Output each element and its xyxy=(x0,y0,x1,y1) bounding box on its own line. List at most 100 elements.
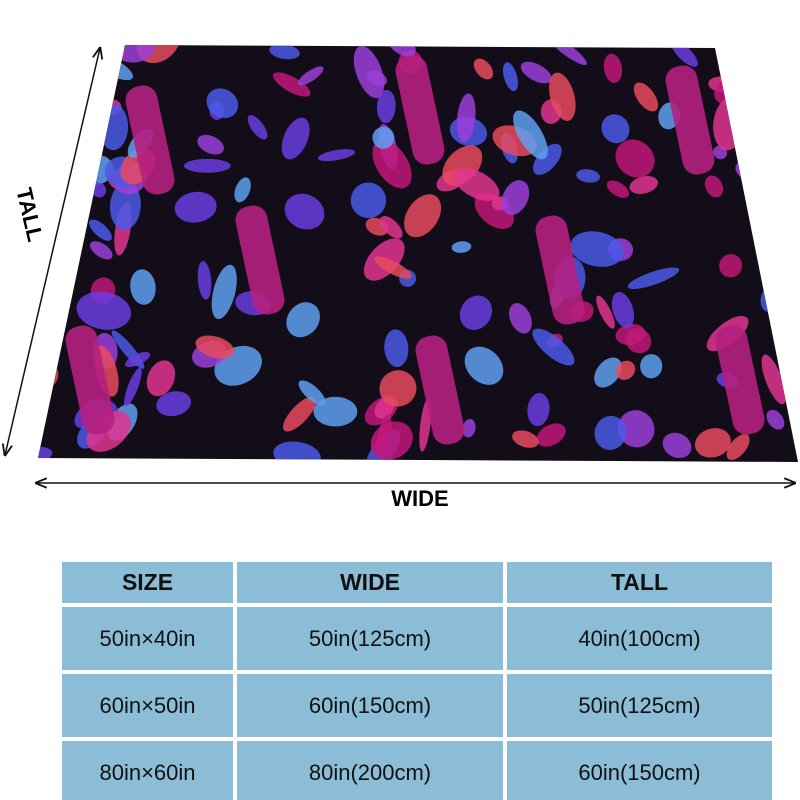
pattern-shape xyxy=(183,158,231,173)
tall-arrow xyxy=(5,48,100,455)
pattern-shape xyxy=(211,264,237,320)
wide-label: WIDE xyxy=(391,486,448,511)
pattern-shape xyxy=(297,66,324,86)
pattern-shape xyxy=(662,432,692,459)
pattern-shape xyxy=(404,194,442,238)
pattern-shape xyxy=(735,154,787,184)
pattern-shape xyxy=(146,360,176,397)
pattern-shape xyxy=(281,117,310,160)
pattern-shape xyxy=(298,380,326,406)
table-cell: 40in(100cm) xyxy=(507,607,772,670)
pattern-shape xyxy=(353,45,385,99)
pattern-squid xyxy=(125,85,175,195)
table-cell: 50in×40in xyxy=(62,607,233,670)
pattern-shape xyxy=(73,124,97,145)
pattern-shape xyxy=(459,295,493,330)
pattern-shape xyxy=(576,169,601,183)
table-cell: 50in(125cm) xyxy=(237,607,503,670)
pattern-shape xyxy=(372,126,395,149)
pattern-shape xyxy=(384,329,409,367)
pattern-shape xyxy=(282,396,317,432)
pattern-squid xyxy=(415,335,465,445)
pattern-shape xyxy=(130,269,156,305)
pattern-shape xyxy=(197,134,225,155)
pattern-shape xyxy=(38,98,57,137)
pattern-squid xyxy=(235,205,285,315)
pattern-shape xyxy=(284,193,325,230)
pattern-shape xyxy=(125,352,151,367)
pattern-shape xyxy=(386,45,416,57)
pattern-shape xyxy=(317,149,356,162)
pattern-shape xyxy=(247,115,268,140)
pattern-shape xyxy=(772,223,798,250)
pattern-shape xyxy=(512,430,539,448)
pattern-shape xyxy=(726,434,750,460)
pattern-squid xyxy=(395,55,445,165)
pattern-squid xyxy=(535,215,585,325)
pattern-shape xyxy=(615,360,636,380)
pattern-shape xyxy=(462,419,476,438)
table-cell: 50in(125cm) xyxy=(507,674,772,737)
pattern-shape xyxy=(509,303,532,334)
table-cell: WIDE xyxy=(237,562,503,603)
pattern-shape xyxy=(87,114,106,145)
pattern-shape xyxy=(748,45,775,51)
pattern-shape xyxy=(374,256,412,279)
pattern-shape xyxy=(766,409,785,430)
pattern-shape xyxy=(532,143,562,175)
pattern-shape xyxy=(617,410,655,448)
pattern-shape xyxy=(501,180,530,215)
pattern-shape xyxy=(527,392,550,427)
pattern-squid xyxy=(665,65,715,175)
table-cell: TALL xyxy=(507,562,772,603)
pattern-shape xyxy=(195,335,235,359)
pattern-shape xyxy=(694,428,731,458)
tall-label: TALL xyxy=(11,185,48,244)
pattern-shape xyxy=(548,72,576,121)
pattern-shape xyxy=(611,292,635,328)
pattern-shape xyxy=(615,139,655,178)
pattern-shape xyxy=(380,216,403,239)
pattern-shape xyxy=(615,323,646,346)
pattern-shape xyxy=(570,231,624,267)
pattern-shape xyxy=(594,357,622,388)
pattern-shape xyxy=(594,415,627,450)
pattern-shape xyxy=(704,175,724,198)
pattern-shape xyxy=(453,168,500,201)
table-cell: 60in(150cm) xyxy=(507,741,772,800)
pattern-shape xyxy=(762,177,798,215)
pattern-shape xyxy=(606,180,630,198)
pattern-shape xyxy=(473,58,494,80)
table-cell: 60in(150cm) xyxy=(237,674,503,737)
table-cell: 60in×50in xyxy=(62,674,233,737)
pattern-shape xyxy=(719,254,743,278)
pattern-shape xyxy=(640,354,663,379)
table-cell: SIZE xyxy=(62,562,233,603)
pattern-shape xyxy=(596,295,615,329)
pattern-shape xyxy=(629,176,658,194)
pattern-shape xyxy=(520,61,552,84)
pattern-shape xyxy=(502,62,518,92)
pattern-shape xyxy=(79,79,99,94)
table-cell: 80in(200cm) xyxy=(237,741,503,800)
pattern-shape xyxy=(627,267,680,289)
pattern-shape xyxy=(536,423,566,447)
pattern-shape xyxy=(372,140,412,189)
pattern-shape xyxy=(545,45,587,66)
pattern-shape xyxy=(197,260,212,300)
pattern-shape xyxy=(603,53,623,83)
pattern-shape xyxy=(532,328,575,366)
pattern-shape xyxy=(771,110,790,121)
blanket-diagram: TALL WIDE xyxy=(0,45,798,511)
pattern-shape xyxy=(464,346,504,385)
pattern-shape xyxy=(376,89,396,124)
size-table: SIZE WIDE TALL 50in×40in 50in(125cm) 40in(100… xyxy=(62,562,772,800)
pattern-shape xyxy=(156,391,192,417)
table-cell: 80in×60in xyxy=(62,741,233,800)
pattern-shape xyxy=(86,92,104,126)
pattern-shape xyxy=(234,177,251,203)
pattern-shape xyxy=(755,65,798,86)
pattern-shape xyxy=(379,370,417,407)
pattern-shape xyxy=(451,241,472,253)
